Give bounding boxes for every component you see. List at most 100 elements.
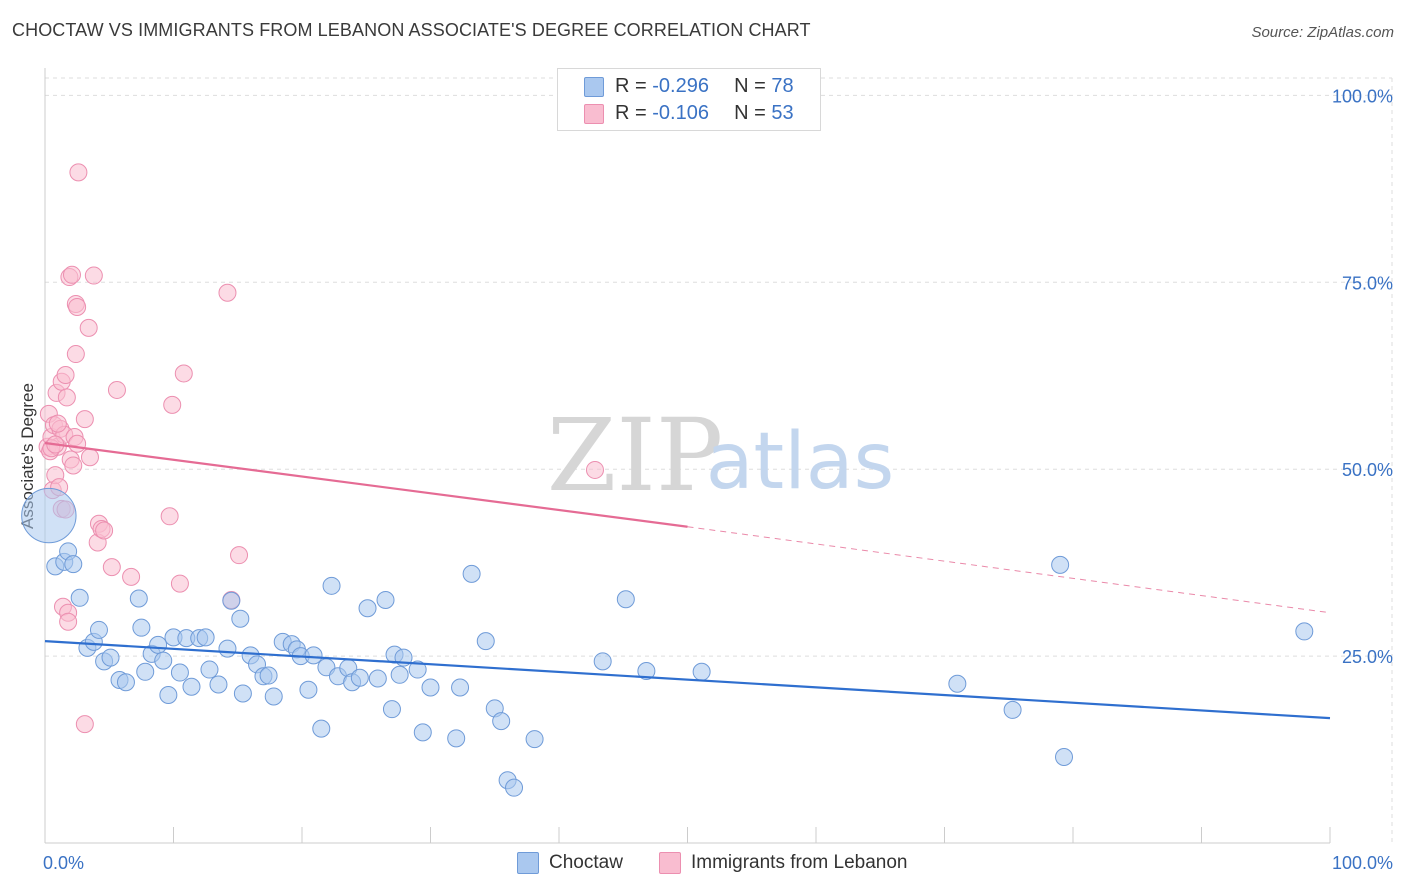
lebanon-point	[102, 558, 121, 577]
lebanon-point	[48, 414, 67, 433]
choctaw-point	[70, 588, 89, 607]
correlation-legend: R = -0.296 N = 78 R = -0.106 N = 53	[557, 68, 821, 131]
choctaw-point	[408, 660, 427, 679]
n-label: N =	[734, 102, 766, 124]
choctaw-point	[1003, 700, 1022, 719]
choctaw-point	[462, 564, 481, 583]
choctaw-point	[476, 632, 495, 651]
choctaw-point	[196, 628, 215, 647]
lebanon-point	[122, 567, 141, 586]
choctaw-point	[233, 684, 252, 703]
n-label: N =	[734, 75, 766, 97]
choctaw-point	[447, 729, 466, 748]
y-tick-label: 75.0%	[1342, 273, 1393, 293]
lebanon-point	[107, 380, 126, 399]
choctaw-point	[382, 700, 401, 719]
choctaw-point	[218, 639, 237, 658]
trend-lines	[44, 441, 1331, 720]
source-label: Source: ZipAtlas.com	[1251, 24, 1394, 41]
lebanon-point	[62, 265, 81, 284]
r-value-choctaw: -0.296	[652, 75, 709, 97]
series-lebanon-points	[38, 163, 604, 734]
choctaw-point	[1055, 748, 1074, 767]
choctaw-point	[129, 589, 148, 608]
choctaw-point	[231, 609, 250, 628]
bottom-legend-label-choctaw: Choctaw	[549, 852, 623, 873]
choctaw-point	[304, 646, 323, 665]
lebanon-point	[163, 395, 182, 414]
choctaw-point	[358, 599, 377, 618]
x-tick-label-min: 0.0%	[43, 853, 84, 873]
trend-line-lebanon	[44, 441, 688, 528]
choctaw-point	[170, 663, 189, 682]
bottom-legend-swatch-lebanon	[659, 852, 681, 874]
bottom-legend-swatch-choctaw	[517, 852, 539, 874]
tick-labels: 25.0% 50.0% 75.0% 100.0% 0.0% 100.0%	[43, 86, 1393, 873]
choctaw-point	[149, 635, 168, 654]
choctaw-point	[209, 675, 228, 694]
lebanon-point	[230, 546, 249, 565]
choctaw-point	[264, 687, 283, 706]
choctaw-point	[1051, 555, 1070, 574]
trend-line-lebanon-extension	[687, 526, 1331, 614]
lebanon-point	[218, 283, 237, 302]
r-label: R =	[615, 102, 647, 124]
lebanon-point	[84, 266, 103, 285]
choctaw-point	[350, 668, 369, 687]
choctaw-point	[616, 590, 635, 609]
lebanon-point	[75, 410, 94, 429]
lebanon-point	[59, 612, 78, 631]
choctaw-point	[948, 674, 967, 693]
choctaw-point	[492, 712, 511, 731]
lebanon-point	[174, 364, 193, 383]
choctaw-point	[593, 652, 612, 671]
choctaw-point	[413, 723, 432, 742]
lebanon-point	[68, 434, 87, 453]
choctaw-point	[222, 591, 241, 610]
choctaw-point	[132, 618, 151, 637]
legend-swatch-choctaw	[584, 77, 604, 97]
n-value-choctaw: 78	[771, 75, 794, 97]
lebanon-point	[95, 521, 114, 540]
choctaw-point	[182, 677, 201, 696]
choctaw-point	[159, 685, 178, 704]
n-value-lebanon: 53	[771, 102, 794, 124]
lebanon-point	[57, 388, 76, 407]
choctaw-point	[692, 662, 711, 681]
choctaw-point	[21, 487, 77, 544]
lebanon-point	[68, 297, 87, 316]
y-tick-label: 100.0%	[1332, 86, 1393, 106]
choctaw-point	[101, 648, 120, 667]
lebanon-point	[585, 460, 604, 479]
r-label: R =	[615, 75, 647, 97]
lebanon-point	[75, 715, 94, 734]
choctaw-point	[136, 662, 155, 681]
lebanon-point	[170, 574, 189, 593]
lebanon-point	[66, 345, 85, 364]
choctaw-point	[368, 669, 387, 688]
choctaw-point	[259, 666, 278, 685]
trend-line-choctaw	[44, 640, 1331, 720]
choctaw-point	[200, 660, 219, 679]
choctaw-point	[154, 651, 173, 670]
choctaw-point	[312, 719, 331, 738]
choctaw-point	[299, 680, 318, 699]
choctaw-point	[89, 620, 108, 639]
y-tick-label: 50.0%	[1342, 460, 1393, 480]
legend-swatch-lebanon	[584, 104, 604, 124]
r-value-lebanon: -0.106	[652, 102, 709, 124]
choctaw-point	[505, 778, 524, 797]
lebanon-point	[80, 448, 99, 467]
chart-title: CHOCTAW VS IMMIGRANTS FROM LEBANON ASSOC…	[12, 20, 811, 40]
bottom-legend-label-lebanon: Immigrants from Lebanon	[691, 852, 908, 873]
x-tick-label-max: 100.0%	[1332, 853, 1393, 873]
lebanon-point	[56, 365, 75, 384]
choctaw-point	[376, 591, 395, 610]
choctaw-point	[421, 678, 440, 697]
choctaw-point	[390, 665, 409, 684]
watermark-atlas: atlas	[706, 417, 895, 507]
choctaw-point	[116, 673, 135, 692]
lebanon-point	[64, 456, 83, 475]
lebanon-point	[160, 507, 179, 526]
